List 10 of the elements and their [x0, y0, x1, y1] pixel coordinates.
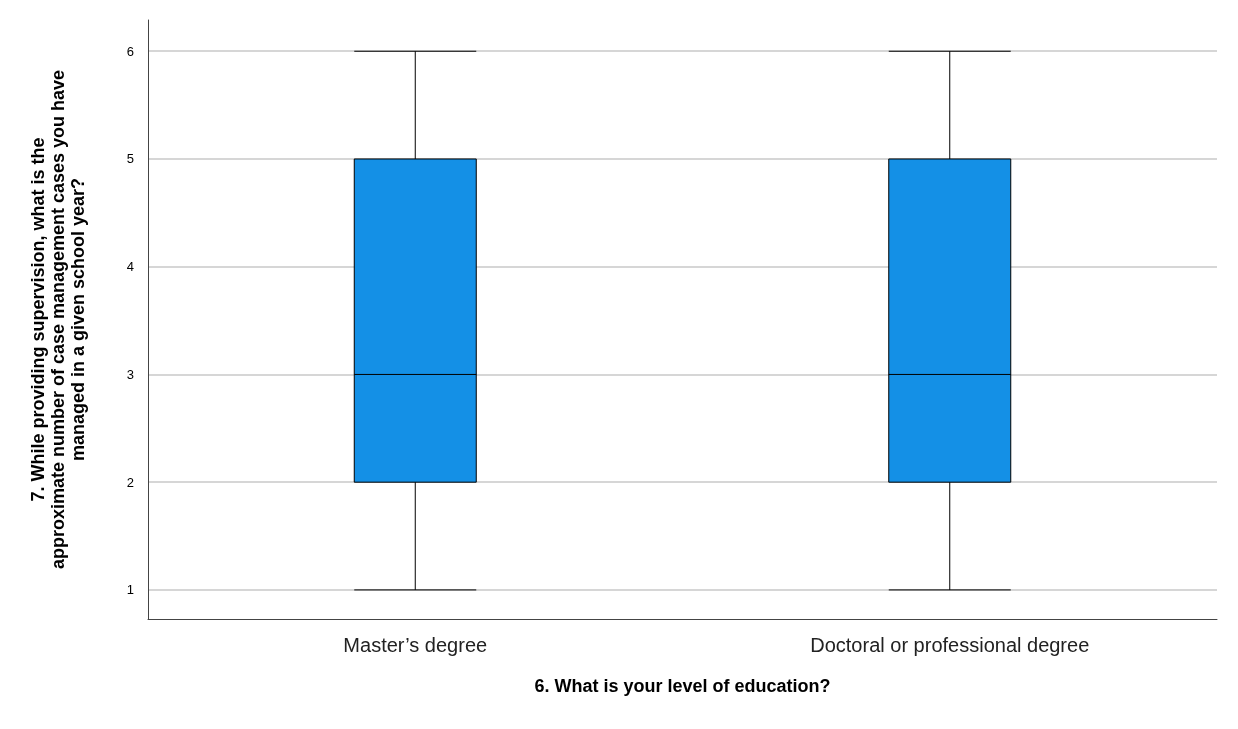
x-tick-label: Doctoral or professional degree [810, 634, 1090, 656]
x-tick-label: Master’s degree [343, 634, 488, 656]
y-tick-label: 5 [126, 151, 134, 167]
x-axis-title: 6. What is your level of education? [534, 676, 831, 696]
y-tick-label: 6 [126, 43, 134, 59]
y-tick-label: 4 [126, 259, 134, 275]
y-axis-title: 7. While providing supervision, what is the approximate number of case management cases you have managed in a given school year? [28, 69, 88, 570]
y-tick-label: 2 [126, 474, 134, 490]
y-tick-label: 3 [126, 366, 134, 382]
y-tick-label: 1 [126, 582, 134, 598]
